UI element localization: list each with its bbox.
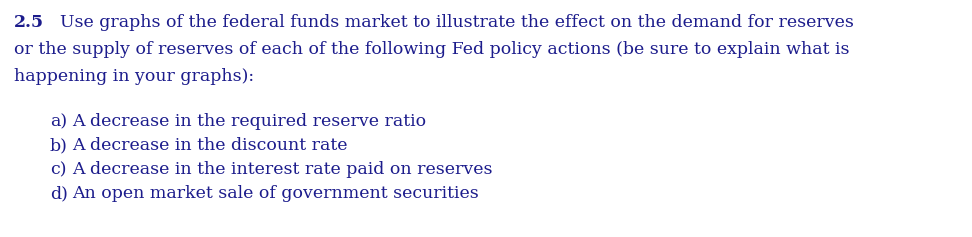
Text: Use graphs of the federal funds market to illustrate the effect on the demand fo: Use graphs of the federal funds market t… (60, 14, 853, 31)
Text: or the supply of reserves of each of the following Fed policy actions (be sure t: or the supply of reserves of each of the… (14, 41, 850, 58)
Text: A decrease in the required reserve ratio: A decrease in the required reserve ratio (72, 113, 426, 130)
Text: A decrease in the discount rate: A decrease in the discount rate (72, 137, 348, 154)
Text: c): c) (50, 161, 66, 178)
Text: happening in your graphs):: happening in your graphs): (14, 68, 254, 85)
Text: b): b) (50, 137, 68, 154)
Text: a): a) (50, 113, 67, 130)
Text: 2.5: 2.5 (14, 14, 44, 31)
Text: d): d) (50, 185, 68, 202)
Text: An open market sale of government securities: An open market sale of government securi… (72, 185, 479, 202)
Text: A decrease in the interest rate paid on reserves: A decrease in the interest rate paid on … (72, 161, 493, 178)
